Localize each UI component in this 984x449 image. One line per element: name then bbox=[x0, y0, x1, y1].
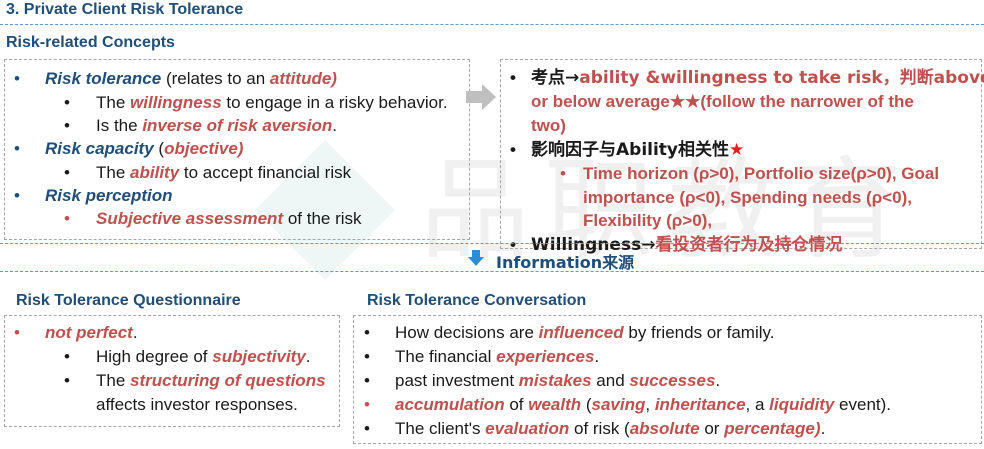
bullet: • bbox=[64, 163, 70, 182]
concept-line-3: Is the inverse of risk aversion. bbox=[96, 116, 337, 135]
right-line-6: importance (ρ<0), Spending needs (ρ<0), bbox=[583, 188, 912, 207]
conversation-line-5: The client's evaluation of risk (absolut… bbox=[395, 419, 826, 438]
info-divider-top bbox=[0, 243, 984, 244]
title-divider bbox=[0, 24, 984, 25]
conversation-line-3: past investment mistakes and successes. bbox=[395, 371, 721, 390]
concepts-box bbox=[4, 59, 470, 240]
bullet: • bbox=[510, 68, 516, 87]
bullet: • bbox=[364, 419, 370, 438]
concept-line-2: The willingness to engage in a risky beh… bbox=[96, 93, 448, 112]
bullet: • bbox=[14, 323, 20, 342]
bullet: • bbox=[510, 140, 516, 159]
watermark-logo bbox=[255, 140, 395, 280]
right-line-4: 影响因子与Ability相关性★ bbox=[531, 140, 745, 160]
concepts-heading: Risk-related Concepts bbox=[6, 34, 175, 51]
exam-points-box bbox=[500, 59, 982, 249]
right-line-5: Time horizon (ρ>0), Portfolio size(ρ>0),… bbox=[583, 164, 940, 183]
down-arrow-icon bbox=[468, 250, 484, 266]
conversation-box bbox=[353, 315, 982, 444]
concept-line-1: Risk tolerance (relates to an attitude) bbox=[45, 69, 337, 88]
conversation-line-2: The financial experiences. bbox=[395, 347, 600, 366]
concept-line-7: Subjective assessment of the risk bbox=[96, 209, 362, 228]
bullet: • bbox=[64, 347, 70, 366]
bullet: • bbox=[14, 69, 20, 88]
page-title: 3. Private Client Risk Tolerance bbox=[6, 1, 244, 18]
questionnaire-box bbox=[4, 315, 340, 427]
bullet: • bbox=[14, 139, 20, 158]
information-source-label: Information来源 bbox=[496, 253, 635, 272]
bullet: • bbox=[364, 371, 370, 390]
right-line-7: Flexibility (ρ>0), bbox=[583, 211, 713, 230]
bullet: • bbox=[64, 116, 70, 135]
conversation-line-1: How decisions are influenced by friends … bbox=[395, 323, 775, 342]
bullet: • bbox=[64, 371, 70, 390]
right-line-3: two) bbox=[531, 116, 566, 135]
bullet: • bbox=[364, 395, 370, 414]
bullet: • bbox=[14, 186, 20, 205]
questionnaire-line-1: not perfect. bbox=[45, 323, 138, 342]
questionnaire-heading: Risk Tolerance Questionnaire bbox=[16, 292, 241, 309]
bullet: • bbox=[560, 164, 566, 183]
questionnaire-line-2: High degree of subjectivity. bbox=[96, 347, 311, 366]
bullet: • bbox=[364, 347, 370, 366]
bullet: • bbox=[510, 235, 516, 254]
questionnaire-line-4: affects investor responses. bbox=[96, 395, 298, 414]
conversation-heading: Risk Tolerance Conversation bbox=[367, 292, 587, 309]
right-line-8: Willingness→看投资者行为及持仓情况 bbox=[531, 235, 843, 255]
concept-line-5: The ability to accept financial risk bbox=[96, 163, 352, 182]
info-divider-bottom bbox=[0, 271, 984, 272]
bullet: • bbox=[364, 323, 370, 342]
right-arrow-icon bbox=[466, 84, 496, 110]
questionnaire-line-3: The structuring of questions bbox=[96, 371, 326, 390]
conversation-line-4: accumulation of wealth (saving, inherita… bbox=[395, 395, 892, 414]
bullet: • bbox=[64, 209, 70, 228]
concept-line-6: Risk perception bbox=[45, 186, 173, 205]
right-line-2: or below average★★(follow the narrower o… bbox=[531, 92, 914, 111]
concept-line-4: Risk capacity (objective) bbox=[45, 139, 244, 158]
right-line-1: 考点→ability &willingness to take risk，判断a… bbox=[531, 68, 984, 88]
bullet: • bbox=[64, 93, 70, 112]
